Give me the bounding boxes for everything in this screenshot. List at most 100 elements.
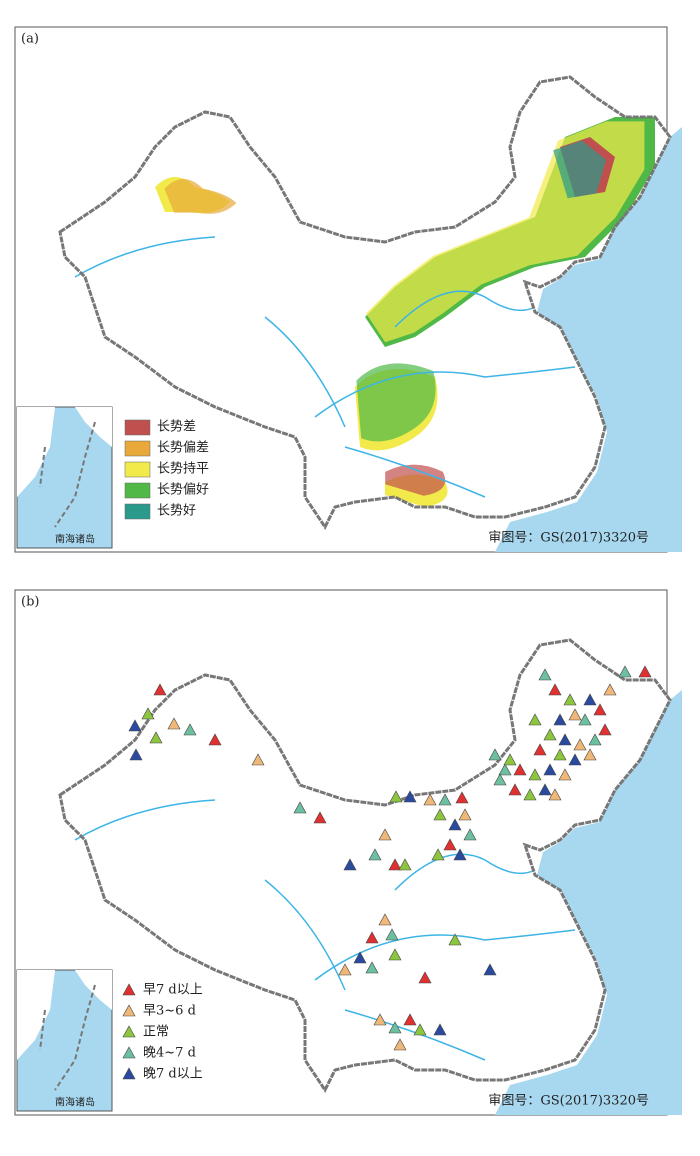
river	[264, 879, 346, 991]
inset-land	[17, 970, 112, 1060]
legend-label: 长势好	[157, 503, 196, 519]
station-marker	[393, 1038, 407, 1051]
station-marker	[378, 828, 392, 841]
station-marker	[523, 788, 537, 801]
station-marker	[503, 753, 517, 766]
legend-swatch	[124, 461, 151, 478]
station-marker	[141, 707, 155, 720]
legend-label: 长势偏差	[157, 440, 209, 456]
river	[314, 929, 576, 981]
station-marker	[388, 858, 402, 871]
growth-region	[164, 179, 237, 214]
station-marker	[508, 783, 522, 796]
station-marker	[548, 683, 562, 696]
station-marker	[548, 788, 562, 801]
sea	[495, 690, 682, 1115]
station-marker	[558, 733, 572, 746]
station-marker	[251, 753, 265, 766]
station-marker	[598, 723, 612, 736]
inset-label: 南海诸岛	[55, 1096, 95, 1109]
station-marker	[313, 811, 327, 824]
station-marker	[433, 808, 447, 821]
station-marker	[463, 828, 477, 841]
station-marker	[455, 791, 469, 804]
station-marker	[418, 971, 432, 984]
legend-swatch	[124, 503, 151, 520]
station-marker	[528, 713, 542, 726]
station-marker	[433, 1023, 447, 1036]
station-marker	[373, 1013, 387, 1026]
station-marker	[448, 818, 462, 831]
station-marker	[573, 738, 587, 751]
station-marker	[603, 683, 617, 696]
inset-land	[17, 407, 112, 497]
inset-border	[39, 984, 96, 1091]
inset-label: 南海诸岛	[55, 533, 95, 546]
approval-number: 审图号：GS(2017)3320号	[488, 1094, 649, 1109]
river	[394, 853, 536, 891]
legend-label: 晚4~7 d	[143, 1046, 196, 1061]
station-marker	[365, 931, 379, 944]
station-marker	[618, 665, 632, 678]
legend-swatch	[122, 1067, 136, 1080]
sea	[495, 127, 682, 552]
station-marker	[543, 728, 557, 741]
station-marker	[488, 748, 502, 761]
station-marker	[513, 763, 527, 776]
station-marker	[533, 743, 547, 756]
station-marker	[438, 793, 452, 806]
station-marker	[528, 768, 542, 781]
legend-swatch	[122, 1004, 136, 1017]
legend-swatch	[124, 419, 151, 436]
station-marker	[588, 733, 602, 746]
country-fill	[60, 640, 670, 1090]
station-marker	[498, 763, 512, 776]
station-marker	[208, 733, 222, 746]
legend-swatch	[122, 1025, 136, 1038]
legend-label: 晚7 d以上	[143, 1067, 203, 1082]
country-fill	[60, 77, 670, 527]
river	[74, 236, 216, 278]
map-panel: (a) 南海诸岛 长势差长势偏差长势持平长势偏好长势好审图号：GS(2017)332…	[14, 26, 682, 553]
river	[314, 366, 576, 418]
legend-label: 早7 d以上	[143, 983, 203, 998]
station-marker	[593, 703, 607, 716]
legend-label: 长势差	[157, 419, 196, 435]
station-marker	[453, 848, 467, 861]
station-marker	[183, 723, 197, 736]
river	[264, 316, 346, 428]
station-marker	[353, 951, 367, 964]
station-marker	[167, 717, 181, 730]
legend-label: 长势持平	[157, 461, 209, 477]
station-marker	[483, 963, 497, 976]
legend-swatch	[124, 482, 151, 499]
station-marker	[538, 668, 552, 681]
river	[394, 290, 536, 328]
legend-swatch	[124, 440, 151, 457]
station-marker	[563, 693, 577, 706]
station-marker	[423, 793, 437, 806]
river	[344, 1009, 486, 1061]
approval-number: 审图号：GS(2017)3320号	[488, 531, 649, 546]
station-marker	[578, 713, 592, 726]
station-marker	[343, 858, 357, 871]
station-marker	[385, 928, 399, 941]
station-marker	[388, 948, 402, 961]
river	[344, 446, 486, 498]
station-marker	[403, 1013, 417, 1026]
station-marker	[338, 963, 352, 976]
growth-region	[553, 140, 606, 199]
station-marker	[583, 693, 597, 706]
station-marker	[583, 748, 597, 761]
growth-region	[385, 464, 446, 496]
station-marker	[558, 768, 572, 781]
station-marker	[443, 838, 457, 851]
station-marker	[553, 713, 567, 726]
station-marker	[568, 708, 582, 721]
station-marker	[638, 665, 652, 678]
panel-label: (a)	[21, 32, 39, 47]
station-marker	[413, 1023, 427, 1036]
station-marker	[365, 961, 379, 974]
station-marker	[448, 933, 462, 946]
